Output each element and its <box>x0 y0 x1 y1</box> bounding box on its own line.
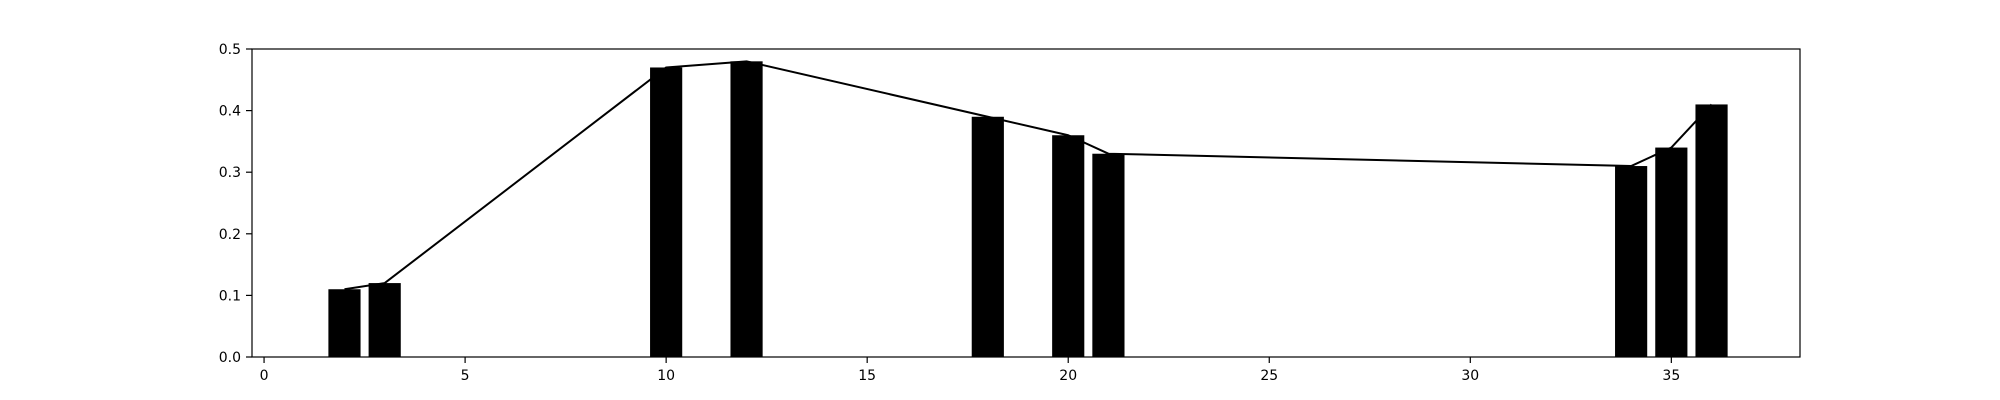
x-tick-label-10: 10 <box>657 368 675 384</box>
bar-20 <box>1052 135 1085 357</box>
bar-35 <box>1655 147 1688 357</box>
bar-10 <box>650 67 683 357</box>
x-tick-label-0: 0 <box>260 368 269 384</box>
bar-21 <box>1092 153 1125 357</box>
bar-12 <box>730 61 763 357</box>
x-tick-label-35: 35 <box>1662 368 1680 384</box>
x-tick-label-5: 5 <box>461 368 470 384</box>
bar-36 <box>1695 104 1728 357</box>
bar-3 <box>368 283 401 357</box>
y-tick-label-0: 0.0 <box>219 350 241 366</box>
plot-frame <box>251 48 1801 358</box>
line-layer <box>344 60 1713 291</box>
bar-34 <box>1615 166 1648 357</box>
y-tick-label-0.4: 0.4 <box>219 104 241 120</box>
x-tick-label-20: 20 <box>1059 368 1077 384</box>
line-series <box>344 60 1713 291</box>
x-tick-label-25: 25 <box>1260 368 1278 384</box>
x-tick-label-30: 30 <box>1461 368 1479 384</box>
bars-layer <box>328 61 1728 357</box>
x-tick-label-15: 15 <box>858 368 876 384</box>
bar-2 <box>328 289 361 357</box>
bar-18 <box>971 116 1004 357</box>
y-tick-label-0.2: 0.2 <box>219 227 241 243</box>
y-tick-label-0.3: 0.3 <box>219 165 241 181</box>
axes-layer: 0 5 10 15 20 25 30 35 0.0 0.1 0.2 0.3 0.4 0.5 <box>219 42 1801 384</box>
y-tick-label-0.1: 0.1 <box>219 288 241 304</box>
y-tick-label-0.5: 0.5 <box>219 42 241 58</box>
